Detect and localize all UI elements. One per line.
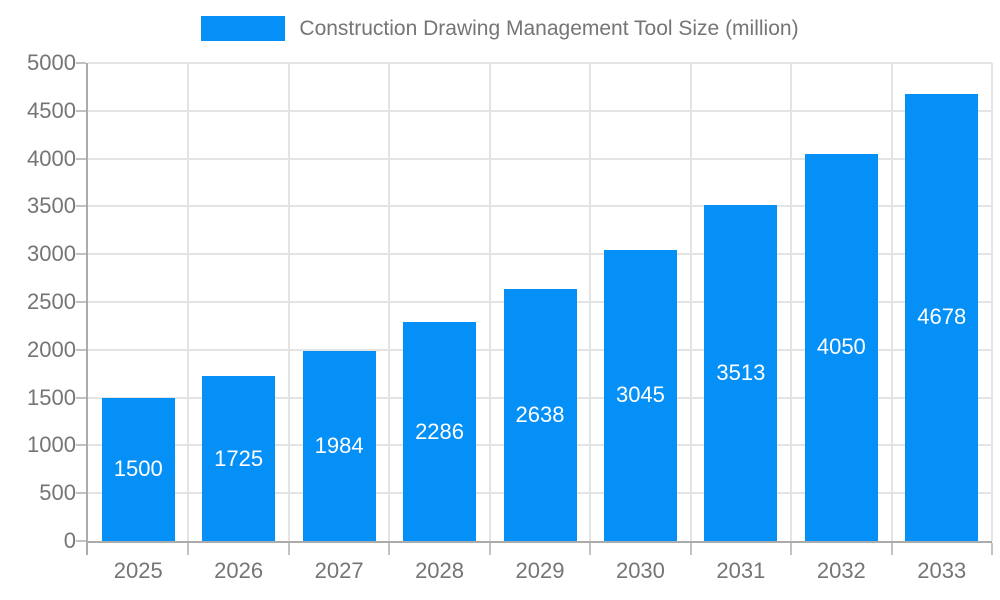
- gridline-horizontal: [88, 157, 992, 160]
- y-tick-label: 2000: [27, 336, 76, 362]
- x-axis-tick: [187, 543, 190, 555]
- y-axis-tick: [76, 62, 86, 64]
- y-axis-line: [86, 63, 88, 555]
- bar-value-label: 4678: [917, 304, 967, 330]
- x-tick-label: 2032: [816, 558, 866, 583]
- x-tick-label: 2028: [415, 558, 465, 583]
- y-axis-tick: [76, 301, 86, 303]
- x-tick-label: 2029: [515, 558, 565, 583]
- gridline-vertical: [388, 63, 391, 541]
- y-tick-label: 5000: [27, 50, 76, 75]
- gridline-vertical: [287, 63, 290, 541]
- x-axis-tick: [388, 543, 391, 555]
- x-tick-label: 2030: [615, 558, 665, 583]
- y-axis-labels: 0 500 1000 1500 2000 2500 3000 3500 4000 4500 5000: [0, 52, 76, 552]
- x-tick-label: 2025: [113, 558, 163, 583]
- bar-value-label: 1725: [214, 445, 264, 471]
- chart-title: Construction Drawing Management Tool Siz…: [299, 16, 799, 40]
- y-axis-tick: [76, 492, 86, 495]
- gridline-vertical: [589, 63, 592, 541]
- legend-swatch: [201, 16, 286, 41]
- gridline-horizontal: [88, 109, 992, 112]
- gridline-horizontal: [88, 62, 992, 64]
- bar-value-label: 1500: [113, 456, 163, 482]
- x-axis-tick: [790, 543, 793, 555]
- y-tick-label: 4000: [27, 145, 76, 171]
- x-axis-labels: 2025 2026 2027 2028 2029 2030 2031 2032 2033: [88, 559, 992, 589]
- y-tick-label: 4500: [27, 97, 76, 123]
- gridline-vertical: [890, 63, 893, 541]
- y-tick-label: 0: [63, 528, 76, 553]
- gridline-vertical: [689, 63, 692, 541]
- y-axis-tick: [76, 157, 86, 160]
- chart-legend[interactable]: Construction Drawing Management Tool Siz…: [0, 16, 1000, 41]
- x-axis-tick: [689, 543, 692, 555]
- y-axis-tick: [76, 444, 86, 447]
- x-tick-label: 2026: [214, 558, 264, 583]
- bar-value-label: 2286: [415, 418, 465, 444]
- bar: 1984: [302, 351, 376, 541]
- y-axis-tick: [76, 540, 86, 542]
- x-axis-tick: [991, 543, 993, 555]
- bar: 3045: [603, 249, 677, 541]
- x-tick-label: 2027: [314, 558, 364, 583]
- y-tick-label: 1000: [27, 432, 76, 458]
- bar-value-label: 4050: [816, 334, 866, 360]
- gridline-vertical: [991, 63, 993, 541]
- bar: 2286: [403, 322, 477, 541]
- bar-value-label: 2638: [515, 401, 565, 427]
- y-axis-tick: [76, 396, 86, 399]
- bar: 1725: [202, 376, 276, 541]
- bar: 4050: [804, 153, 878, 541]
- bar-value-label: 3045: [615, 382, 665, 408]
- bar: 4678: [905, 93, 979, 541]
- x-axis-tick: [488, 543, 491, 555]
- y-axis-tick: [76, 348, 86, 351]
- bar: 3513: [704, 205, 778, 541]
- gridline-vertical: [790, 63, 793, 541]
- y-tick-label: 1500: [27, 384, 76, 410]
- x-tick-label: 2031: [716, 558, 766, 583]
- bar: 2638: [503, 288, 577, 541]
- y-axis-tick: [76, 253, 86, 256]
- plot-area: 1500 1725 1984 2286 2638 3045 3513 4050 4678: [76, 62, 993, 555]
- gridline-vertical: [488, 63, 491, 541]
- gridline-vertical: [187, 63, 190, 541]
- y-axis-tick: [76, 205, 86, 208]
- gridline-horizontal: [88, 253, 992, 256]
- x-axis-tick: [890, 543, 893, 555]
- bar-value-label: 1984: [314, 433, 364, 459]
- y-axis-tick: [76, 109, 86, 112]
- y-tick-label: 2500: [27, 289, 76, 314]
- x-axis-line: [86, 541, 992, 543]
- y-tick-label: 3500: [27, 193, 76, 219]
- gridline-horizontal: [88, 205, 992, 208]
- bar: 1500: [101, 397, 175, 541]
- x-axis-tick: [589, 543, 592, 555]
- x-tick-label: 2033: [917, 558, 967, 583]
- y-tick-label: 500: [39, 480, 76, 506]
- x-axis-tick: [287, 543, 290, 555]
- y-tick-label: 3000: [27, 241, 76, 267]
- bar-value-label: 3513: [716, 360, 766, 386]
